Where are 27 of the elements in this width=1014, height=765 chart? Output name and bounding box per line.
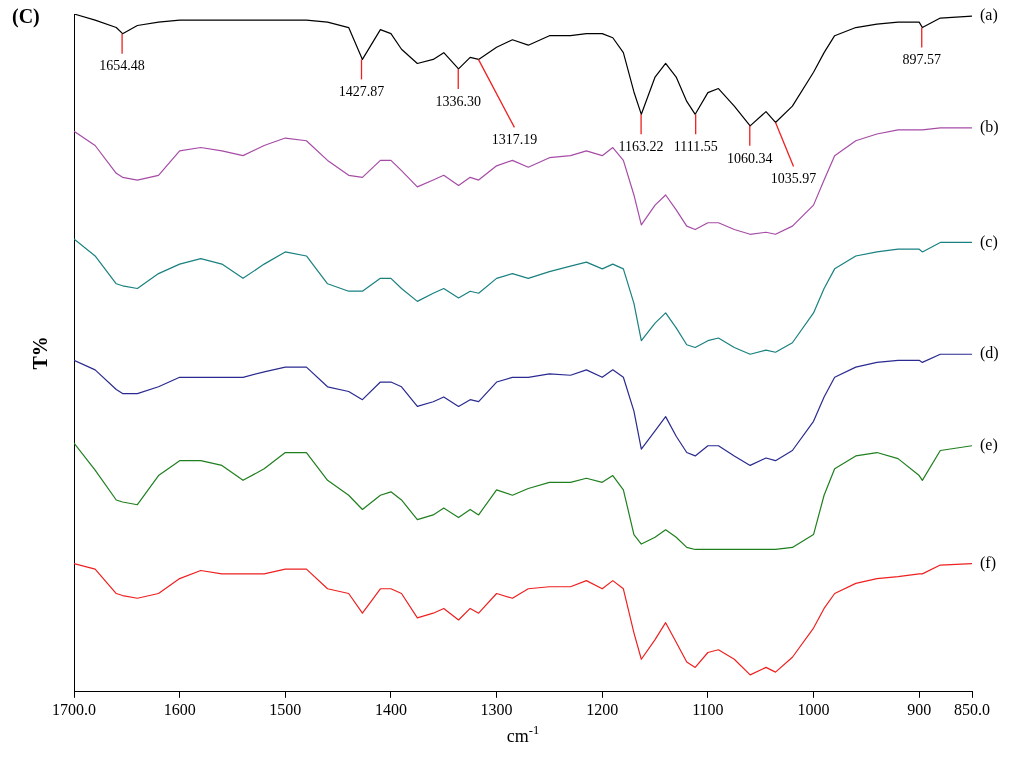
x-tick-label: 1100 <box>692 700 724 718</box>
x-tick-label: 1500 <box>269 700 302 718</box>
series-label: (f) <box>980 553 996 572</box>
annotation: 1163.22 <box>618 138 664 154</box>
x-tick-label: 1600 <box>163 700 196 718</box>
annotation: 1060.34 <box>727 150 773 166</box>
x-tick-label: 1000 <box>797 700 830 718</box>
annotation: 1336.30 <box>435 93 481 109</box>
annotation: 1035.97 <box>770 171 817 187</box>
x-tick-label: 1200 <box>586 700 619 718</box>
x-tick-label: 900 <box>907 700 932 718</box>
x-tick-label: 1700.0 <box>52 700 96 718</box>
chart-title: (C) <box>12 5 40 29</box>
series-label: (d) <box>980 344 999 363</box>
annotation: 1427.87 <box>338 84 385 100</box>
x-tick-label: 1400 <box>374 700 407 718</box>
annotation: 1111.55 <box>673 138 718 154</box>
series-label: (e) <box>980 435 998 454</box>
series-label: (b) <box>980 118 999 137</box>
series-label: (c) <box>980 232 998 251</box>
annotation: 897.57 <box>902 52 941 68</box>
x-tick-label: 850.0 <box>954 700 990 718</box>
annotation: 1317.19 <box>491 132 538 148</box>
y-axis-title: T% <box>29 336 52 370</box>
series-label: (a) <box>980 6 998 25</box>
x-tick-label: 1300 <box>480 700 513 718</box>
annotation: 1654.48 <box>99 58 145 74</box>
